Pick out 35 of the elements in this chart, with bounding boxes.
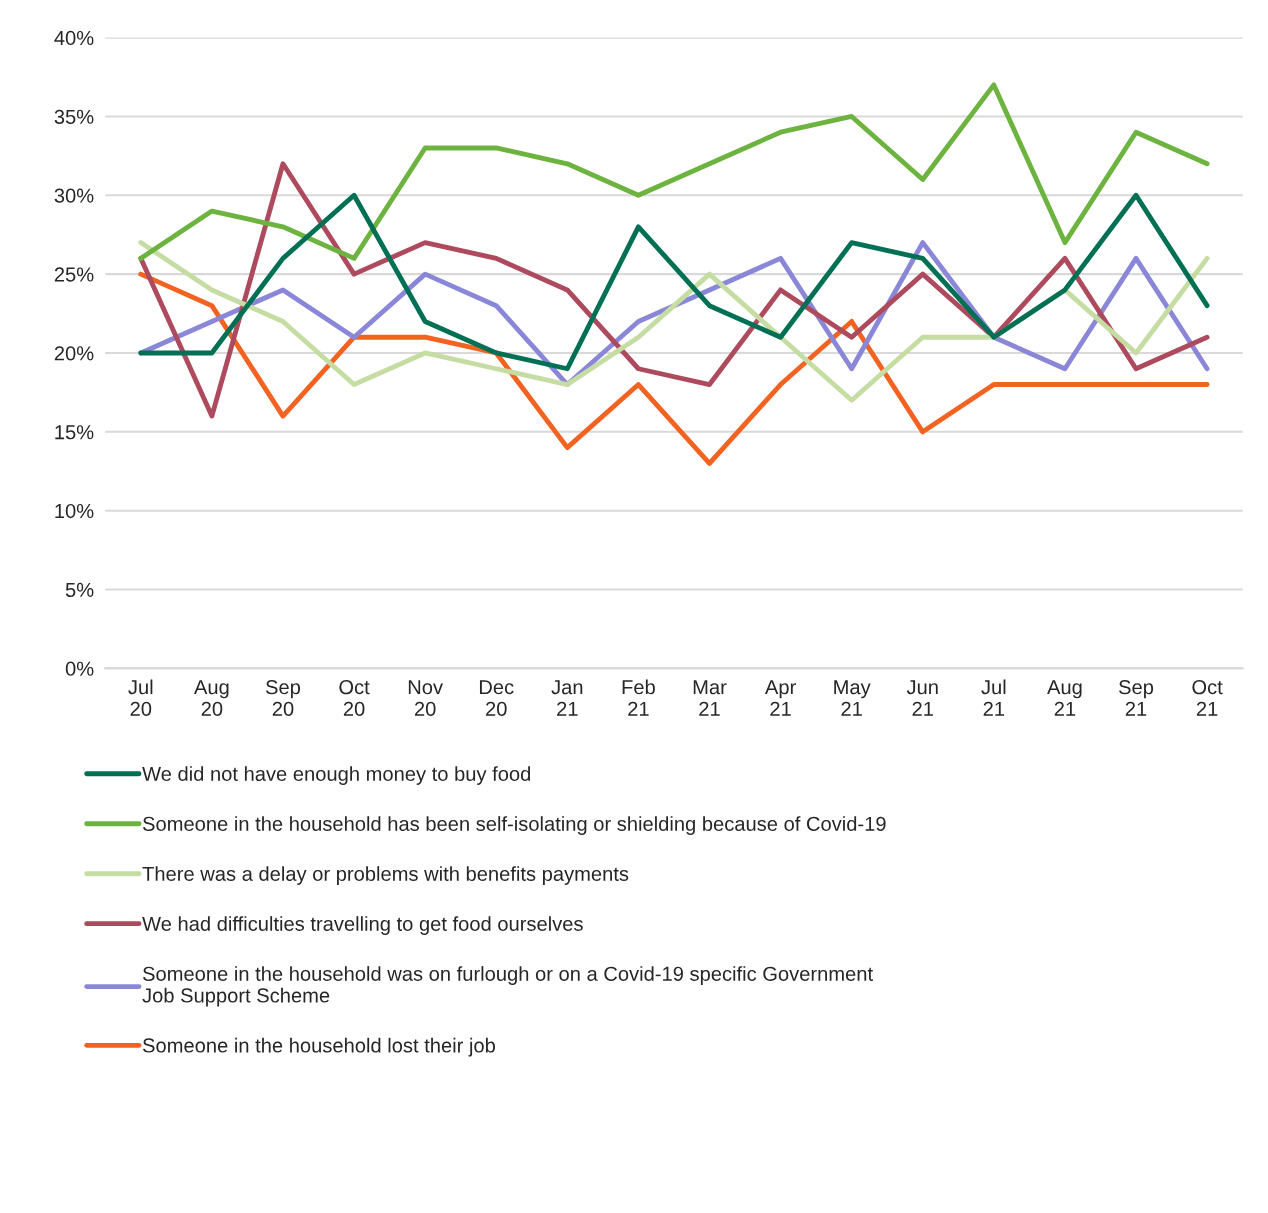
x-tick-label: Nov 20: [408, 680, 443, 716]
x-tick-label: Jul 20: [128, 679, 153, 716]
y-tick-label: 10%: [55, 503, 94, 519]
y-tick-label: 35%: [54, 109, 94, 124]
x-tick-label: Jul 21: [981, 679, 1006, 716]
y-tick-label: 25%: [54, 267, 94, 282]
x-tick-label: Oct 20: [339, 680, 370, 716]
line-series: [138, 192, 1210, 372]
legend-label: Someone in the household was on furlough or on a Covid-19 specific Government Job Support Scheme: [142, 966, 873, 1007]
x-tick-label: Aug 21: [1047, 680, 1082, 716]
line-series: [138, 161, 1210, 419]
line-series: [138, 271, 1210, 466]
legend-label: There was a delay or problems with benefits payments: [142, 866, 629, 885]
y-tick-label: 0%: [65, 661, 94, 676]
x-tick-label: Feb 21: [622, 679, 655, 716]
legend-label: Someone in the household has been self-isolating or shielding because of Covid-19: [142, 816, 886, 835]
y-tick-label: 15%: [55, 425, 94, 440]
x-tick-label: May 21: [834, 680, 871, 716]
x-tick-label: Apr 21: [764, 680, 796, 716]
line-series: [138, 82, 1210, 261]
x-tick-label: Sep 20: [265, 680, 301, 716]
legend-label: We had difficulties travelling to get food ourselves: [142, 916, 583, 935]
x-tick-label: Jun 21: [906, 680, 938, 716]
x-tick-label: Jan 21: [551, 680, 583, 716]
x-tick-label: Mar 21: [693, 680, 727, 716]
y-tick-label: 40%: [54, 30, 94, 46]
y-tick-label: 20%: [54, 346, 94, 361]
x-tick-label: Oct 21: [1192, 680, 1223, 716]
x-tick-label: Aug 20: [194, 680, 229, 716]
legend-label: Someone in the household lost their job: [142, 1037, 495, 1057]
legend-label: We did not have enough money to buy food: [142, 766, 531, 785]
x-tick-label: Sep 21: [1119, 680, 1154, 716]
y-tick-label: 5%: [65, 582, 94, 598]
x-tick-label: Dec 20: [479, 680, 514, 716]
y-tick-label: 30%: [54, 188, 94, 203]
